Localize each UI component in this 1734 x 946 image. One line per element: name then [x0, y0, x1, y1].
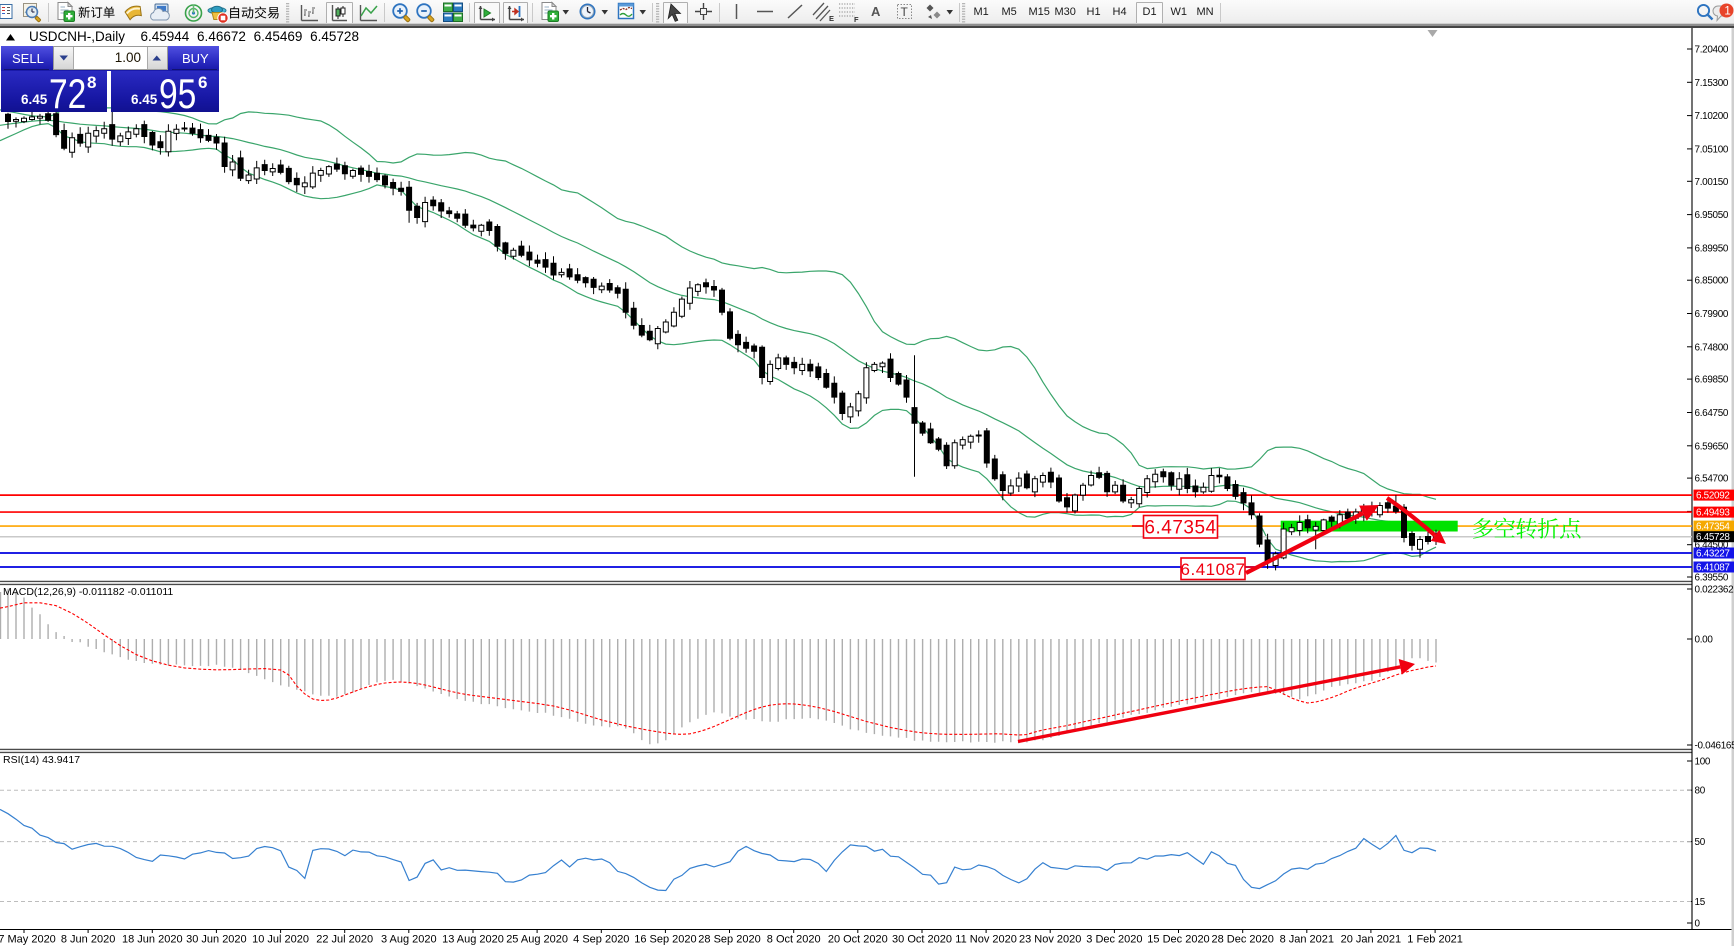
- svg-text:30 Oct 2020: 30 Oct 2020: [892, 934, 952, 946]
- svg-text:USDCNH-,Daily 6.45944 6.46672: USDCNH-,Daily 6.45944 6.46672 6.45469 6.…: [29, 29, 359, 44]
- svg-text:6.85000: 6.85000: [1695, 276, 1729, 287]
- svg-text:8 Jan 2021: 8 Jan 2021: [1280, 934, 1334, 946]
- svg-text:6.64750: 6.64750: [1695, 408, 1729, 419]
- svg-text:27 May 2020: 27 May 2020: [0, 934, 56, 946]
- svg-text:6.39550: 6.39550: [1695, 573, 1729, 584]
- svg-text:F: F: [854, 15, 859, 24]
- svg-text:7.10200: 7.10200: [1695, 111, 1729, 122]
- svg-text:4 Sep 2020: 4 Sep 2020: [573, 934, 629, 946]
- svg-text:6.49493: 6.49493: [1696, 508, 1730, 519]
- svg-text:0.00: 0.00: [1695, 635, 1714, 646]
- svg-text:6.47354: 6.47354: [1696, 522, 1730, 533]
- svg-text:7.05100: 7.05100: [1695, 144, 1729, 155]
- svg-text:7.20400: 7.20400: [1695, 45, 1729, 56]
- svg-text:1 Feb 2021: 1 Feb 2021: [1407, 934, 1463, 946]
- svg-text:3 Aug 2020: 3 Aug 2020: [381, 934, 437, 946]
- svg-text:8 Jun 2020: 8 Jun 2020: [61, 934, 115, 946]
- svg-text:11 Nov 2020: 11 Nov 2020: [955, 934, 1017, 946]
- svg-text:6.95050: 6.95050: [1695, 210, 1729, 221]
- svg-text:13 Aug 2020: 13 Aug 2020: [442, 934, 504, 946]
- svg-text:6.43227: 6.43227: [1696, 549, 1730, 560]
- svg-text:0.022362: 0.022362: [1695, 585, 1734, 596]
- svg-text:0: 0: [1695, 919, 1701, 930]
- svg-text:7.00150: 7.00150: [1695, 177, 1729, 188]
- svg-text:1: 1: [1724, 6, 1730, 18]
- svg-text:6.54700: 6.54700: [1695, 474, 1729, 485]
- svg-text:22 Jul 2020: 22 Jul 2020: [316, 934, 373, 946]
- svg-text:6.41087: 6.41087: [1181, 560, 1246, 579]
- svg-text:10 Jul 2020: 10 Jul 2020: [252, 934, 309, 946]
- svg-text:E: E: [829, 14, 834, 23]
- svg-text:8 Oct 2020: 8 Oct 2020: [767, 934, 821, 946]
- svg-text:6.74800: 6.74800: [1695, 342, 1729, 353]
- svg-text:18 Jun 2020: 18 Jun 2020: [122, 934, 183, 946]
- svg-text:6.89950: 6.89950: [1695, 243, 1729, 254]
- svg-text:28 Dec 2020: 28 Dec 2020: [1212, 934, 1274, 946]
- svg-text:15: 15: [1695, 897, 1706, 908]
- svg-text:28 Sep 2020: 28 Sep 2020: [698, 934, 760, 946]
- svg-text:23 Nov 2020: 23 Nov 2020: [1019, 934, 1081, 946]
- svg-text:20 Oct 2020: 20 Oct 2020: [828, 934, 888, 946]
- svg-text:RSI(14) 43.9417: RSI(14) 43.9417: [3, 754, 80, 766]
- svg-text:6.47354: 6.47354: [1144, 518, 1216, 539]
- svg-text:30 Jun 2020: 30 Jun 2020: [186, 934, 247, 946]
- svg-text:6.41087: 6.41087: [1696, 563, 1730, 574]
- svg-text:6.45728: 6.45728: [1696, 532, 1730, 543]
- svg-text:6.52092: 6.52092: [1696, 491, 1730, 502]
- svg-text:3 Dec 2020: 3 Dec 2020: [1086, 934, 1142, 946]
- svg-text:6.79900: 6.79900: [1695, 309, 1729, 320]
- svg-text:50: 50: [1695, 837, 1706, 848]
- svg-text:-0.046165: -0.046165: [1695, 741, 1734, 752]
- svg-text:T: T: [901, 5, 909, 19]
- svg-text:100: 100: [1695, 757, 1711, 768]
- svg-text:15 Dec 2020: 15 Dec 2020: [1147, 934, 1209, 946]
- svg-text:6.59650: 6.59650: [1695, 441, 1729, 452]
- svg-text:MACD(12,26,9) -0.011182 -0.011: MACD(12,26,9) -0.011182 -0.011011: [3, 586, 173, 598]
- svg-text:16 Sep 2020: 16 Sep 2020: [634, 934, 696, 946]
- svg-text:25 Aug 2020: 25 Aug 2020: [506, 934, 568, 946]
- svg-text:20 Jan 2021: 20 Jan 2021: [1341, 934, 1402, 946]
- svg-text:80: 80: [1695, 786, 1706, 797]
- svg-text:6.44500: 6.44500: [1695, 540, 1729, 551]
- svg-text:7.15300: 7.15300: [1695, 78, 1729, 89]
- svg-text:6.69850: 6.69850: [1695, 375, 1729, 386]
